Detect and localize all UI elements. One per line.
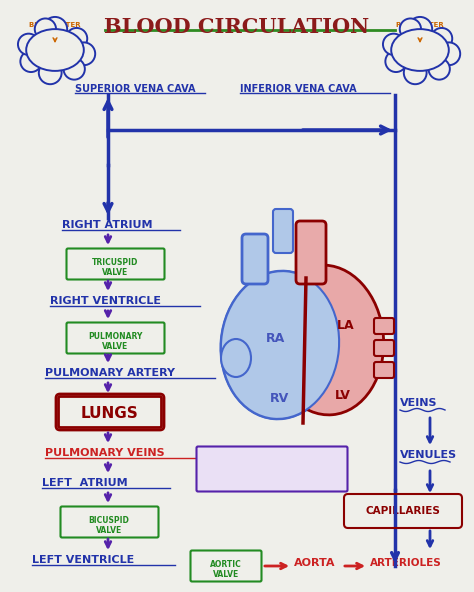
Text: AORTA: AORTA <box>294 558 336 568</box>
FancyBboxPatch shape <box>197 446 347 491</box>
Text: TRICUSPID
VALVE: TRICUSPID VALVE <box>92 258 138 278</box>
Circle shape <box>400 18 421 40</box>
FancyBboxPatch shape <box>273 209 293 253</box>
Circle shape <box>43 17 67 41</box>
Text: LEFT  ATRIUM: LEFT ATRIUM <box>42 478 128 488</box>
Ellipse shape <box>221 271 339 419</box>
Circle shape <box>428 59 450 80</box>
Ellipse shape <box>391 29 449 71</box>
Text: EXPLAINED BY
WILLIAM HARVEY: EXPLAINED BY WILLIAM HARVEY <box>225 458 319 480</box>
Circle shape <box>408 17 432 41</box>
Text: VENULES: VENULES <box>400 450 457 460</box>
Text: PULMONARY VEINS: PULMONARY VEINS <box>45 448 164 458</box>
Text: LV: LV <box>335 388 351 401</box>
Circle shape <box>383 34 404 55</box>
Circle shape <box>404 62 427 84</box>
Text: LUNGS: LUNGS <box>81 406 139 421</box>
Text: RIGHT ATRIUM: RIGHT ATRIUM <box>62 220 153 230</box>
Text: SUPERIOR VENA CAVA: SUPERIOR VENA CAVA <box>75 84 195 94</box>
Circle shape <box>385 51 407 72</box>
Text: INFERIOR VENA CAVA: INFERIOR VENA CAVA <box>240 84 356 94</box>
Text: LA: LA <box>337 318 355 332</box>
Text: OXYGENATED
BLOOD: OXYGENATED BLOOD <box>395 48 445 61</box>
Circle shape <box>66 28 87 49</box>
FancyBboxPatch shape <box>374 318 394 334</box>
Circle shape <box>35 18 56 40</box>
FancyBboxPatch shape <box>374 362 394 378</box>
Text: BICUSPID
VALVE: BICUSPID VALVE <box>89 516 129 535</box>
Text: CAPILLARIES: CAPILLARIES <box>365 506 440 516</box>
Ellipse shape <box>26 29 84 71</box>
Circle shape <box>39 62 62 84</box>
Text: RIGHT VENTRICLE: RIGHT VENTRICLE <box>50 296 161 306</box>
Text: AORTIC
VALVE: AORTIC VALVE <box>210 560 242 580</box>
Text: PULMONARY ARTERY: PULMONARY ARTERY <box>45 368 175 378</box>
Circle shape <box>73 43 95 65</box>
Text: LEFT VENTRICLE: LEFT VENTRICLE <box>32 555 134 565</box>
Text: PULMONARY
VALVE: PULMONARY VALVE <box>88 332 142 352</box>
FancyBboxPatch shape <box>296 221 326 284</box>
FancyBboxPatch shape <box>242 234 268 284</box>
Circle shape <box>20 51 42 72</box>
Circle shape <box>438 43 460 65</box>
Text: BLOOD CIRCULATION: BLOOD CIRCULATION <box>104 17 370 37</box>
Ellipse shape <box>221 271 339 419</box>
Text: RV: RV <box>270 391 290 404</box>
Text: BLUE LETTER: BLUE LETTER <box>29 22 81 28</box>
Text: VEINS: VEINS <box>400 398 438 408</box>
FancyBboxPatch shape <box>374 340 394 356</box>
Text: RA: RA <box>266 332 286 345</box>
Text: ARTERIOLES: ARTERIOLES <box>370 558 442 568</box>
Circle shape <box>431 28 452 49</box>
Circle shape <box>18 34 39 55</box>
Circle shape <box>64 59 85 80</box>
Text: DEOXYGENATED
BLOOD: DEOXYGENATED BLOOD <box>25 48 85 61</box>
Ellipse shape <box>221 339 251 377</box>
Text: RED LETTER: RED LETTER <box>396 22 444 28</box>
Ellipse shape <box>268 265 383 415</box>
